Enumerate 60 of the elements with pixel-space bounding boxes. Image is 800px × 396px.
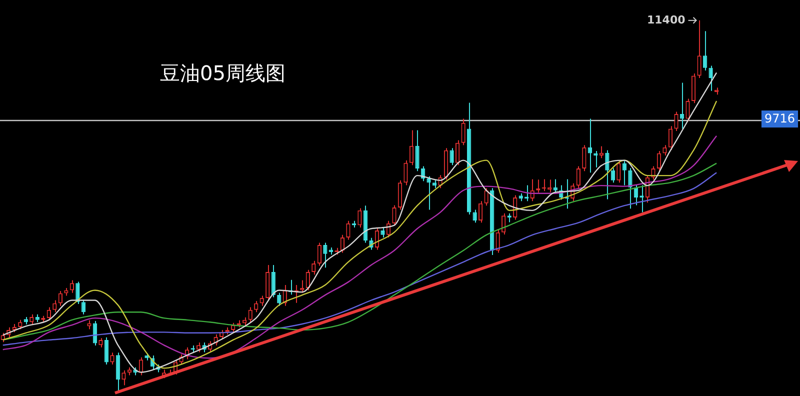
candlestick (0, 332, 5, 343)
candlestick (628, 168, 632, 210)
candlestick (52, 300, 57, 313)
candlestick (392, 204, 396, 226)
candlestick (98, 338, 103, 348)
candlestick (668, 126, 673, 150)
candlestick (674, 111, 678, 132)
candlestick (415, 130, 420, 172)
candlestick (317, 242, 322, 266)
candlestick (582, 144, 586, 172)
candlestick (312, 260, 316, 276)
candlestick (277, 292, 282, 306)
candlestick (634, 184, 638, 206)
candlestick (656, 150, 662, 172)
candlestick (472, 209, 477, 224)
candlestick (398, 180, 402, 210)
candlestick (576, 166, 580, 189)
candlestick (708, 65, 713, 92)
candlestick (426, 176, 431, 210)
candlestick (605, 150, 610, 200)
annotation: 9716 (764, 112, 796, 126)
candlestick (110, 352, 114, 365)
candlestick (662, 144, 667, 156)
candlestick (478, 200, 483, 224)
candlestick (70, 280, 74, 294)
candlestick (340, 234, 345, 254)
candlestick (254, 300, 258, 313)
candlestick (122, 370, 126, 386)
candlestick (702, 30, 708, 72)
annotation: 11400 (647, 13, 686, 26)
candlestick (409, 130, 414, 166)
candlestick (196, 342, 201, 353)
candlestick (58, 290, 63, 306)
candlestick (248, 306, 252, 323)
candlestick (306, 269, 310, 291)
candlestick (553, 178, 558, 194)
candlestick (461, 118, 466, 146)
text: 豆油05周线图 (160, 61, 286, 86)
candlestick (588, 118, 592, 174)
candlestick (610, 168, 616, 184)
candlestick (455, 140, 460, 166)
candlestick (18, 319, 22, 330)
candlestick (138, 356, 144, 376)
candlestick (680, 82, 684, 130)
candlestick (404, 160, 408, 186)
candlestick (616, 160, 621, 184)
candlestick (484, 188, 488, 206)
candlestick (358, 208, 362, 228)
candlestick (116, 352, 120, 392)
candlestick (622, 160, 627, 186)
candlestick (450, 148, 454, 166)
candlestick (81, 299, 86, 315)
candlestick (380, 227, 385, 238)
candlestick (104, 336, 109, 365)
candlestick (46, 306, 51, 321)
candlestick (346, 220, 350, 240)
candlestick (686, 98, 690, 122)
candlestick (697, 20, 702, 78)
candlestick (323, 242, 328, 268)
candlestick (231, 322, 236, 333)
